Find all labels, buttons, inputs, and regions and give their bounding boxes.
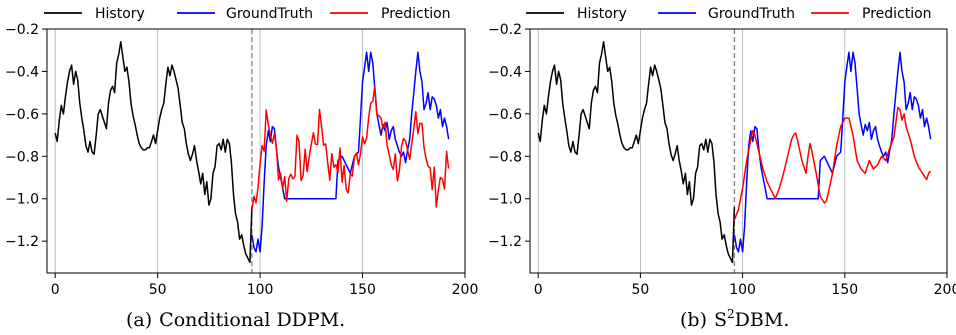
- x-tick-label-b-50: 50: [631, 282, 649, 298]
- chart-panel-a: 0 50 100 150 200 −0.2 −0.4 −0.6 −0.8 −1.0 −1.2: [5, 22, 478, 298]
- caption-b-label: (b): [680, 309, 707, 331]
- chart-panel-b: 0 50 100 150 200 −0.2 −0.4 −0.6 −0.8 −1.0 −1.2: [488, 22, 956, 298]
- x-tick-label-a-0: 0: [51, 282, 60, 298]
- y-tick-label-b-5: −1.2: [488, 234, 522, 250]
- legend-a-groundtruth-label: GroundTruth: [226, 6, 313, 22]
- x-tick-label-a-100: 100: [247, 282, 274, 298]
- y-tick-label-b-4: −1.0: [488, 192, 522, 208]
- y-tick-label-b-2: −0.6: [488, 107, 522, 123]
- x-tick-label-a-50: 50: [149, 282, 167, 298]
- caption-a-text: Conditional DDPM.: [159, 309, 345, 331]
- y-tick-label-a-1: −0.4: [5, 64, 39, 80]
- legend-b-groundtruth-label: GroundTruth: [708, 6, 795, 22]
- prediction-line-b: [733, 106, 932, 221]
- history-line-a: [54, 40, 253, 264]
- prediction-line-a: [251, 85, 450, 210]
- y-tick-label-a-2: −0.6: [5, 107, 39, 123]
- y-tick-label-a-0: −0.2: [5, 22, 39, 38]
- y-tick-label-b-0: −0.2: [488, 22, 522, 38]
- legend-a-history-label: History: [95, 6, 145, 22]
- x-tick-label-b-200: 200: [934, 282, 956, 298]
- plot-frame-a: [46, 28, 466, 274]
- legend-b-history-label: History: [577, 6, 627, 22]
- x-tick-label-a-200: 200: [452, 282, 479, 298]
- caption-b-superscript: 2: [727, 307, 735, 321]
- legend-b: History GroundTruth Prediction: [526, 6, 932, 22]
- y-tick-label-a-5: −1.2: [5, 234, 39, 250]
- x-tick-label-b-100: 100: [729, 282, 756, 298]
- x-tick-label-b-150: 150: [831, 282, 858, 298]
- legend-a: History GroundTruth Prediction: [44, 6, 451, 22]
- caption-b: (b) S2DBM.: [680, 307, 789, 331]
- y-tick-label-b-1: −0.4: [488, 64, 522, 80]
- caption-a: (a) Conditional DDPM.: [126, 309, 345, 331]
- history-line-b: [537, 40, 736, 264]
- x-tick-label-b-0: 0: [534, 282, 543, 298]
- y-tick-label-a-4: −1.0: [5, 192, 39, 208]
- x-tick-label-a-150: 150: [349, 282, 376, 298]
- groundtruth-line-b: [733, 51, 932, 253]
- groundtruth-line-a: [251, 51, 450, 253]
- caption-b-text: DBM.: [735, 309, 790, 331]
- legend-a-prediction-label: Prediction: [381, 6, 451, 22]
- plot-frame-b: [529, 28, 948, 274]
- caption-b-prefix: S: [714, 309, 727, 331]
- caption-a-label: (a): [126, 309, 152, 331]
- y-tick-label-b-3: −0.8: [488, 149, 522, 165]
- legend-b-prediction-label: Prediction: [862, 6, 932, 22]
- y-tick-label-a-3: −0.8: [5, 149, 39, 165]
